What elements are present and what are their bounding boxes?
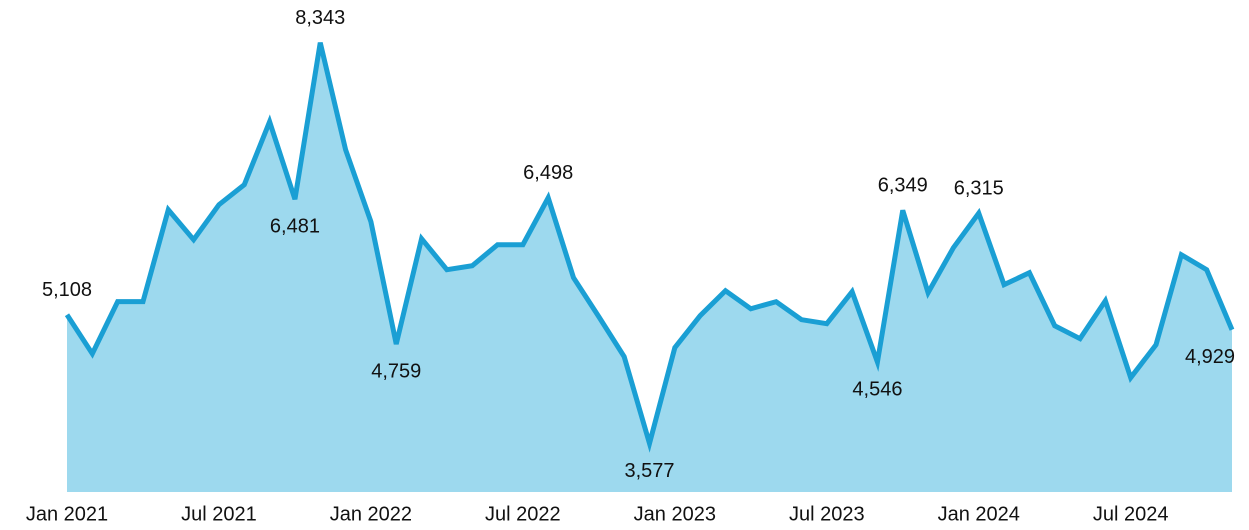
data-label: 4,929 — [1185, 346, 1235, 368]
data-label: 5,108 — [42, 279, 92, 301]
data-label: 6,498 — [523, 162, 573, 184]
x-tick-label: Jul 2023 — [789, 503, 865, 525]
data-label: 6,481 — [270, 216, 320, 238]
x-tick-label: Jan 2021 — [26, 503, 108, 525]
area-fill — [67, 42, 1232, 492]
data-label: 6,315 — [954, 177, 1004, 199]
data-label: 4,759 — [371, 360, 421, 382]
data-label: 3,577 — [624, 460, 674, 482]
x-tick-label: Jul 2021 — [181, 503, 257, 525]
data-label: 8,343 — [295, 7, 345, 29]
x-tick-label: Jan 2024 — [938, 503, 1020, 525]
x-tick-label: Jan 2022 — [330, 503, 412, 525]
x-tick-label: Jul 2024 — [1093, 503, 1169, 525]
x-tick-label: Jul 2022 — [485, 503, 561, 525]
line — [64, 42, 1235, 453]
data-label: 6,349 — [878, 175, 928, 197]
data-label: 4,546 — [852, 378, 902, 400]
x-tick-label: Jan 2023 — [634, 503, 716, 525]
